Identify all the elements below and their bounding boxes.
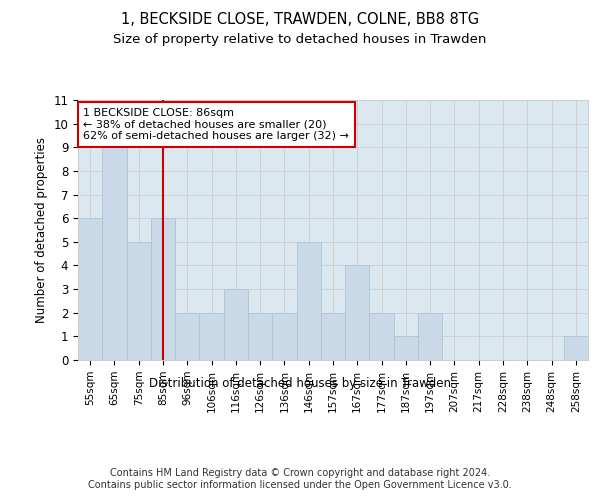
Text: 1, BECKSIDE CLOSE, TRAWDEN, COLNE, BB8 8TG: 1, BECKSIDE CLOSE, TRAWDEN, COLNE, BB8 8… [121,12,479,28]
Bar [272,312,296,360]
Text: 1 BECKSIDE CLOSE: 86sqm
← 38% of detached houses are smaller (20)
62% of semi-de: 1 BECKSIDE CLOSE: 86sqm ← 38% of detache… [83,108,349,141]
Bar [370,312,394,360]
Bar [248,312,272,360]
Bar [151,218,175,360]
Text: Contains HM Land Registry data © Crown copyright and database right 2024.
Contai: Contains HM Land Registry data © Crown c… [88,468,512,490]
Bar [296,242,321,360]
Bar [224,289,248,360]
Y-axis label: Number of detached properties: Number of detached properties [35,137,48,323]
Bar [564,336,588,360]
Text: Distribution of detached houses by size in Trawden: Distribution of detached houses by size … [149,378,451,390]
Bar [199,312,224,360]
Bar [394,336,418,360]
Bar [102,148,127,360]
Text: Size of property relative to detached houses in Trawden: Size of property relative to detached ho… [113,32,487,46]
Bar [345,266,370,360]
Bar [78,218,102,360]
Bar [418,312,442,360]
Bar [321,312,345,360]
Bar [175,312,199,360]
Bar [127,242,151,360]
